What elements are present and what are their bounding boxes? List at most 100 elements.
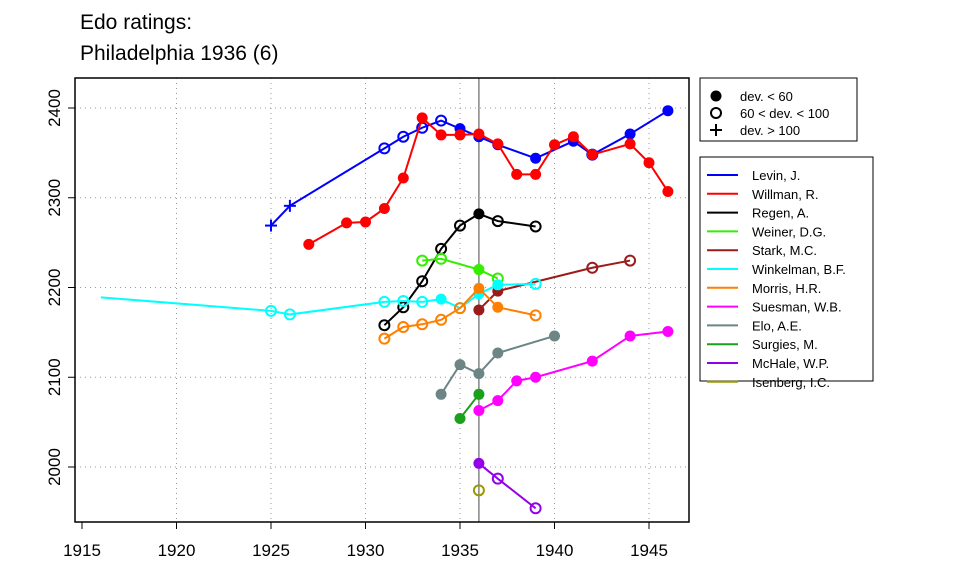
- series-legend-label: Elo, A.E.: [752, 318, 802, 333]
- data-point-filled: [530, 152, 542, 164]
- data-point-open: [454, 302, 466, 315]
- series-mchale-w-p-: [473, 457, 542, 515]
- marker-legend-box: [699, 77, 858, 142]
- x-tick-label: 1925: [252, 541, 290, 560]
- series-legend-label: Winkelman, B.F.: [752, 262, 846, 277]
- data-point-open: [416, 295, 429, 308]
- marker-legend-label: 60 < dev. < 100: [740, 106, 829, 121]
- data-point-filled: [360, 216, 371, 228]
- series-weiner-d-g-: [416, 252, 504, 285]
- data-point-open: [397, 130, 410, 143]
- x-tick-label: 1920: [158, 541, 196, 560]
- data-point-open: [491, 215, 504, 228]
- data-point-filled: [662, 325, 674, 337]
- series-legend-label: McHale, W.P.: [752, 356, 829, 371]
- data-point-open: [397, 320, 410, 333]
- series-legend-label: Surgies, M.: [752, 337, 818, 352]
- data-point-filled: [473, 304, 485, 316]
- marker-legend: dev. < 60 60 < dev. < 100 dev. > 100: [699, 77, 858, 142]
- y-tick-label: 2100: [45, 358, 64, 396]
- data-point-filled: [492, 347, 504, 359]
- series-legend-label: Suesman, W.B.: [752, 300, 842, 315]
- data-point-open: [416, 318, 429, 331]
- data-point-filled: [567, 131, 579, 143]
- legend-marker-open: [710, 107, 722, 119]
- data-point-filled: [397, 172, 409, 184]
- data-point-filled: [492, 395, 504, 407]
- data-point-filled: [643, 157, 655, 169]
- series-layer: [100, 105, 674, 515]
- data-point-open: [586, 261, 599, 274]
- series-line: [422, 257, 499, 280]
- y-tick-label: 2000: [45, 448, 64, 486]
- series-legend-label: Morris, H.R.: [752, 281, 821, 296]
- data-point-open: [378, 142, 391, 155]
- data-point-filled: [473, 388, 485, 400]
- data-point-filled: [662, 105, 674, 117]
- data-point-filled: [416, 112, 428, 124]
- data-point-open: [624, 254, 637, 267]
- axes: 1915 1920 1925 1930 1935 1940 1945 2000 2100 2200…: [45, 78, 668, 560]
- data-point-open: [416, 275, 429, 288]
- data-point-open: [397, 294, 410, 307]
- series-morris-h-r-: [378, 282, 542, 345]
- series-line: [478, 462, 537, 510]
- data-point-filled: [378, 203, 390, 215]
- marker-legend-label: dev. > 100: [740, 123, 800, 138]
- data-point-filled: [492, 138, 504, 150]
- series-line: [270, 109, 669, 227]
- series-line: [478, 259, 631, 311]
- series-legend-label: Willman, R.: [752, 187, 818, 202]
- series-legend-label: Levin, J.: [752, 168, 800, 183]
- data-point-filled: [511, 168, 523, 180]
- series-isenberg-i-c-: [472, 484, 485, 497]
- data-point-filled: [435, 293, 447, 305]
- data-point-filled: [454, 413, 466, 425]
- data-point-open: [378, 319, 391, 332]
- data-point-filled: [624, 330, 636, 342]
- data-point-filled: [341, 217, 353, 229]
- data-point-filled: [473, 457, 485, 469]
- data-point-filled: [473, 368, 485, 380]
- series-legend: Levin, J. Willman, R. Regen, A. Weiner, D.G…: [699, 156, 874, 390]
- data-point-open: [529, 502, 542, 515]
- series-legend-label: Regen, A.: [752, 206, 809, 221]
- series-suesman-w-b-: [473, 325, 674, 416]
- series-line: [478, 330, 669, 412]
- chart-title-line-2: Philadelphia 1936 (6): [80, 42, 278, 65]
- data-point-filled: [473, 282, 485, 294]
- data-point-filled: [624, 128, 636, 140]
- x-tick-label: 1940: [536, 541, 574, 560]
- data-point-filled: [549, 330, 560, 342]
- data-point-open: [283, 308, 296, 321]
- data-point-open: [529, 220, 542, 233]
- data-point-filled: [303, 238, 315, 250]
- data-point-filled: [454, 359, 466, 371]
- data-point-filled: [624, 138, 636, 150]
- series-line: [100, 282, 536, 316]
- data-point-filled: [549, 139, 560, 151]
- data-point-filled: [473, 208, 485, 220]
- data-point-filled: [530, 168, 542, 180]
- data-point-open: [529, 277, 542, 290]
- data-point-open: [529, 309, 542, 322]
- data-point-open: [265, 304, 277, 317]
- x-tick-label: 1930: [347, 541, 385, 560]
- data-point-filled: [473, 128, 485, 140]
- data-point-filled: [511, 375, 523, 387]
- series-surgies-m-: [454, 388, 485, 425]
- series-willman-r-: [303, 112, 674, 250]
- data-point-filled: [473, 264, 485, 276]
- data-point-filled: [492, 279, 504, 291]
- data-point-open: [435, 114, 448, 127]
- data-point-open: [491, 472, 504, 485]
- data-point-filled: [435, 129, 447, 141]
- x-tick-label: 1945: [630, 541, 668, 560]
- chart-title-line-1: Edo ratings:: [80, 11, 192, 34]
- data-point-filled: [454, 129, 466, 141]
- series-levin-j-: [265, 105, 674, 232]
- data-point-filled: [492, 301, 504, 313]
- series-legend-label: Stark, M.C.: [752, 243, 817, 258]
- x-tick-label: 1915: [63, 541, 101, 560]
